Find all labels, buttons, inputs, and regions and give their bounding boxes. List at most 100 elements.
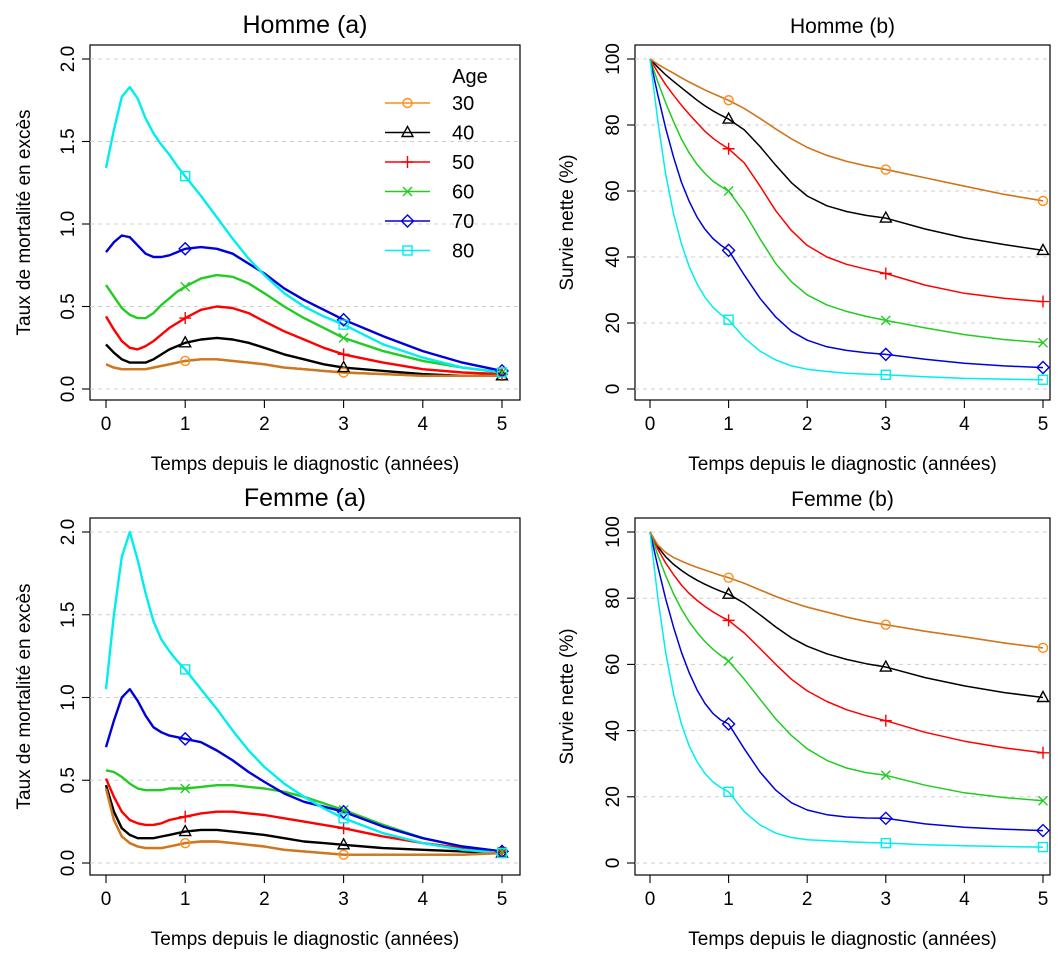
legend-marker-40 (400, 125, 415, 138)
series-line-30 (649, 531, 1044, 649)
y-axis-label: Taux de mortalité en excès (14, 109, 35, 335)
data-point-50 (879, 267, 892, 280)
y-tick-label: 0 (603, 384, 624, 395)
x-tick-label: 2 (259, 889, 270, 910)
x-tick-label: 2 (802, 414, 813, 435)
data-point-40 (879, 659, 893, 672)
x-tick-label: 3 (338, 414, 349, 435)
data-point-70 (721, 716, 736, 731)
y-tick-label: 1.0 (58, 211, 79, 237)
chart-panel-homme-b: Homme (b) 0 20 40 60 80 100 0 1 2 3 4 5 Temps depuis … (557, 15, 1051, 475)
series-line-50 (104, 778, 503, 853)
y-tick-label: 1.5 (58, 602, 79, 628)
data-point-40 (336, 837, 351, 850)
series-line-60 (649, 531, 1044, 802)
x-axis-label: Temps depuis le diagnostic (années) (151, 929, 459, 950)
x-tick-label: 2 (259, 414, 270, 435)
chart-panel-femme-b: Femme (b) 0 20 40 60 80 100 0 1 2 3 4 5 Temps depuis … (557, 488, 1051, 950)
data-point-60 (338, 332, 349, 343)
series-line-60 (105, 769, 503, 853)
chart-panel-homme-a: Homme (a) 0.0 0.5 1.0 1.5 2.0 0 1 2 3 4 5 Temps depu… (14, 11, 521, 475)
y-tick-label: 80 (603, 588, 624, 609)
data-point-50 (1037, 746, 1049, 759)
x-tick-label: 4 (959, 414, 970, 435)
series-line-40 (649, 58, 1044, 252)
x-tick-label: 1 (723, 414, 734, 435)
data-point-40 (1036, 242, 1050, 256)
legend-marker-80 (402, 245, 413, 256)
y-tick-label: 1.0 (58, 684, 79, 710)
series-line-70 (105, 234, 503, 373)
x-tick-label: 4 (959, 889, 970, 910)
data-point-40 (336, 360, 351, 373)
x-tick-label: 3 (881, 414, 892, 435)
x-tick-label: 4 (418, 889, 429, 910)
data-point-40 (1036, 690, 1050, 703)
y-tick-label: 40 (603, 720, 624, 741)
series-line-80 (649, 58, 1044, 381)
data-point-30 (179, 355, 191, 367)
y-tick-label: 40 (603, 246, 624, 267)
legend-marker-30 (402, 97, 413, 109)
data-point-70 (878, 811, 893, 826)
data-point-30 (338, 367, 349, 378)
data-point-60 (880, 770, 891, 781)
data-point-60 (180, 281, 191, 292)
series-line-80 (104, 85, 503, 374)
data-point-80 (496, 367, 508, 378)
x-tick-label: 1 (723, 889, 734, 910)
data-point-40 (721, 111, 736, 124)
data-point-50 (722, 142, 735, 155)
x-tick-label: 1 (180, 414, 191, 435)
data-point-70 (336, 312, 351, 327)
data-point-50 (179, 810, 192, 823)
y-tick-label: 60 (603, 654, 624, 675)
legend-label-60: 60 (452, 182, 474, 204)
data-point-60 (1038, 795, 1048, 806)
data-point-70 (336, 804, 351, 819)
data-point-30 (179, 837, 191, 849)
y-axis-label: Taux de mortalité en excès (14, 583, 35, 809)
data-point-70 (178, 241, 193, 256)
data-point-50 (722, 614, 735, 627)
series-line-40 (649, 531, 1044, 699)
data-point-40 (178, 335, 192, 348)
chart-title: Homme (a) (242, 11, 367, 39)
series-line-60 (105, 273, 503, 374)
series-line-60 (649, 58, 1044, 344)
series-line-30-overlay (105, 358, 502, 377)
legend-label-30: 30 (452, 93, 474, 115)
series-line-70 (649, 58, 1044, 369)
x-tick-label: 0 (101, 414, 112, 435)
y-tick-label: 20 (603, 312, 624, 333)
y-tick-label: 60 (603, 180, 624, 201)
series-line-50 (104, 305, 503, 376)
y-tick-label: 1.5 (58, 128, 79, 154)
x-tick-label: 5 (1038, 414, 1049, 435)
y-tick-label: 80 (603, 114, 624, 135)
legend-title: Age (452, 66, 488, 88)
data-point-40 (178, 824, 192, 837)
series-line-30-overlay (649, 531, 1044, 649)
data-point-80 (1037, 841, 1049, 853)
data-point-80 (1037, 374, 1049, 385)
data-point-80 (723, 314, 734, 325)
data-point-30 (723, 572, 734, 583)
data-point-60 (1038, 337, 1048, 348)
plot-frame (89, 517, 521, 876)
series-line-30-overlay (104, 788, 503, 856)
data-point-30 (880, 164, 891, 175)
chart-title: Femme (a) (244, 484, 366, 512)
y-tick-label: 0.0 (58, 850, 79, 876)
data-point-60 (497, 367, 507, 378)
legend-marker-60 (402, 186, 413, 197)
legend-label-70: 70 (452, 211, 474, 233)
data-point-70 (721, 243, 736, 258)
data-point-60 (338, 805, 349, 816)
data-point-80 (723, 786, 734, 798)
data-point-50 (879, 714, 892, 727)
data-point-30 (1037, 195, 1049, 207)
y-tick-label: 20 (603, 786, 624, 807)
data-point-70 (1036, 360, 1050, 375)
